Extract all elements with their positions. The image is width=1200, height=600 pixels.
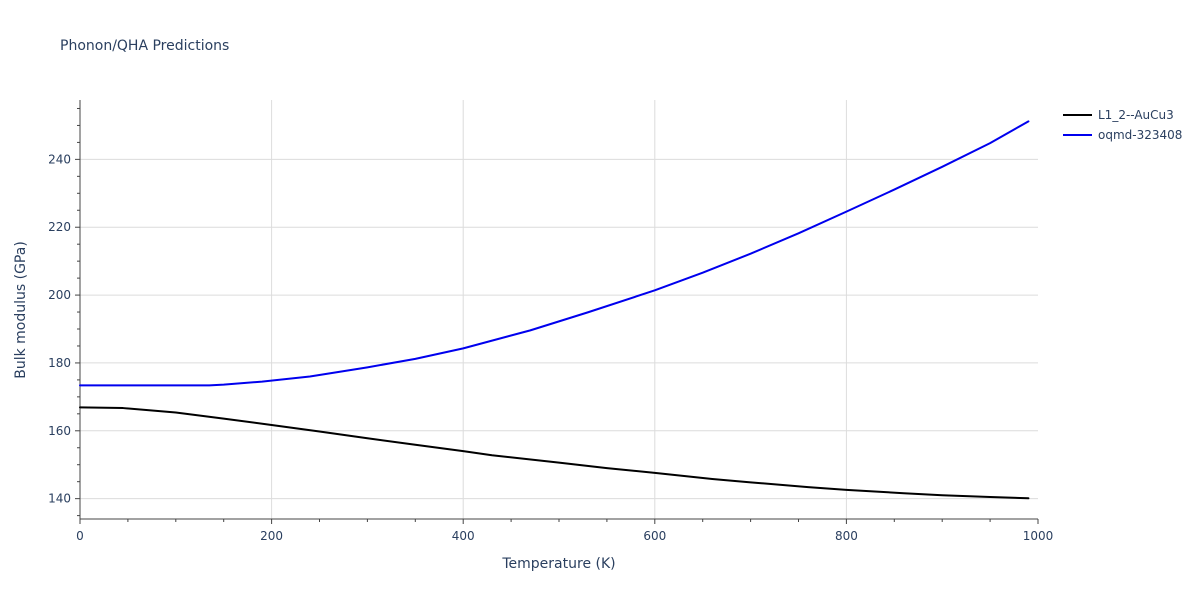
legend-label: oqmd-323408 <box>1098 128 1182 142</box>
y-tick-label: 200 <box>48 288 71 302</box>
axes-layer: 0 200 400 600 800 1000 140 160 180 200 220 240 <box>48 100 1053 543</box>
x-tick-label: 800 <box>835 529 858 543</box>
grid-layer <box>80 100 1038 519</box>
x-tick-label: 1000 <box>1023 529 1054 543</box>
y-axis-title: Bulk modulus (GPa) <box>13 241 29 379</box>
legend: L1_2--AuCu3 oqmd-323408 <box>1063 108 1182 142</box>
x-axis-title: Temperature (K) <box>501 556 615 572</box>
y-tick-label: 220 <box>48 220 71 234</box>
legend-item-1[interactable]: oqmd-323408 <box>1063 128 1182 142</box>
x-tick-label: 0 <box>76 529 84 543</box>
series-layer <box>79 120 1030 500</box>
y-tick-label: 240 <box>48 152 71 166</box>
y-tick-label: 140 <box>48 492 71 506</box>
x-tick-label: 200 <box>260 529 283 543</box>
chart-title: Phonon/QHA Predictions <box>60 38 229 54</box>
legend-label: L1_2--AuCu3 <box>1098 108 1174 122</box>
series-line-1 <box>79 120 1030 387</box>
series-line-0 <box>79 406 1030 500</box>
x-tick-label: 400 <box>452 529 475 543</box>
y-tick-label: 180 <box>48 356 71 370</box>
x-tick-label: 600 <box>643 529 666 543</box>
y-tick-label: 160 <box>48 424 71 438</box>
legend-item-0[interactable]: L1_2--AuCu3 <box>1063 108 1174 122</box>
